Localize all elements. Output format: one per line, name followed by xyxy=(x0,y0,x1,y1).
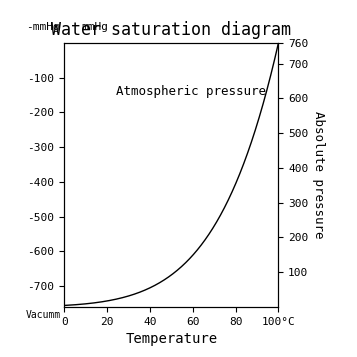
Text: mmHg: mmHg xyxy=(81,22,109,32)
Text: -mmHg: -mmHg xyxy=(26,22,60,32)
Title: Water saturation diagram: Water saturation diagram xyxy=(51,20,291,39)
X-axis label: Temperature: Temperature xyxy=(125,332,217,346)
Y-axis label: Absolute pressure: Absolute pressure xyxy=(312,111,325,239)
Text: Vacumm: Vacumm xyxy=(26,310,61,320)
Text: Atmospheric pressure: Atmospheric pressure xyxy=(116,85,266,98)
